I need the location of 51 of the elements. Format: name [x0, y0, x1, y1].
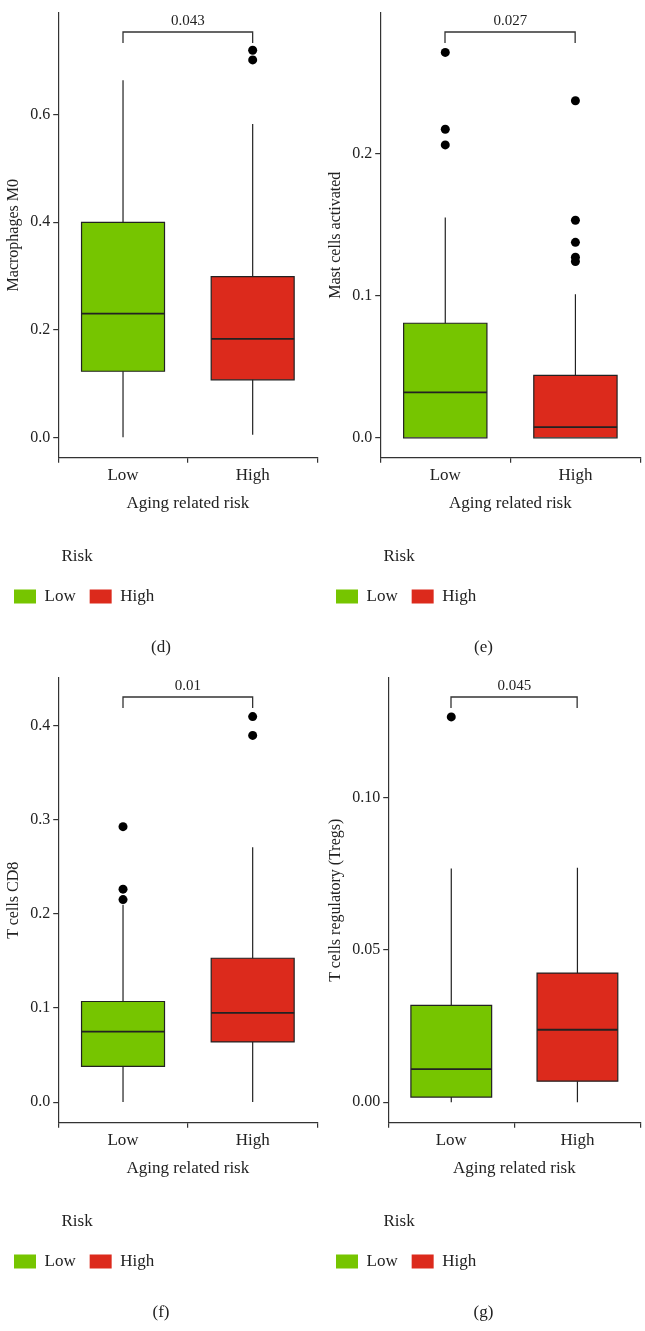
- annotation: 0.043: [170, 11, 205, 29]
- x-axis-title: Aging related risk: [126, 1157, 250, 1177]
- x-tick-label: Low: [107, 465, 140, 485]
- y-axis-title: Mast cells activated: [325, 171, 343, 299]
- x-tick-label: High: [558, 465, 593, 485]
- annotation: 0.045: [497, 676, 532, 694]
- y-tick-label: 0.4: [30, 716, 51, 734]
- y-tick-label: 0.6: [30, 104, 51, 122]
- legend-title: Risk: [61, 545, 94, 565]
- y-tick-label: 0.00: [352, 1092, 381, 1110]
- x-tick-label: Low: [429, 465, 462, 485]
- legend-label: High: [442, 585, 477, 605]
- x-tick-label: Low: [107, 1130, 140, 1150]
- annotation: 0.01: [174, 676, 201, 694]
- y-tick-label: 0.1: [30, 998, 51, 1016]
- text: (g): [472, 1302, 495, 1322]
- legend-label: Low: [44, 585, 77, 605]
- legend-title: Risk: [61, 1210, 94, 1230]
- x-axis-title: Aging related risk: [452, 1157, 577, 1177]
- text: (f): [151, 1302, 171, 1322]
- legend-label: Low: [44, 1250, 77, 1270]
- y-tick-label: 0.0: [30, 427, 51, 445]
- y-axis-title: Macrophages M0: [3, 178, 22, 292]
- y-axis-title: T cells CD8: [3, 861, 21, 939]
- legend-label: High: [442, 1250, 477, 1270]
- legend-label: Low: [366, 585, 399, 605]
- x-tick-label: Low: [435, 1130, 468, 1150]
- y-tick-label: 0.2: [30, 320, 51, 338]
- x-tick-label: High: [235, 465, 271, 485]
- legend-label: High: [120, 585, 155, 605]
- text: (d): [150, 637, 172, 657]
- legend-title: Risk: [383, 545, 416, 565]
- y-tick-label: 0.10: [352, 787, 381, 805]
- y-tick-label: 0.2: [352, 143, 373, 161]
- x-axis-title: Aging related risk: [448, 492, 573, 512]
- legend-label: Low: [366, 1250, 399, 1270]
- y-tick-label: 0.3: [30, 810, 51, 828]
- annotation: 0.027: [493, 11, 528, 29]
- legend-title: Risk: [383, 1210, 416, 1230]
- y-tick-label: 0.4: [30, 212, 51, 230]
- legend-label: High: [120, 1250, 155, 1270]
- x-tick-label: High: [235, 1130, 271, 1150]
- y-tick-label: 0.2: [30, 904, 51, 922]
- y-axis-title: T cells regulatory (Tregs): [325, 818, 344, 982]
- y-tick-label: 0.0: [352, 428, 373, 446]
- y-tick-label: 0.0: [30, 1092, 51, 1110]
- text: (e): [473, 637, 494, 657]
- y-tick-label: 0.1: [352, 285, 373, 303]
- y-tick-label: 0.05: [352, 940, 381, 958]
- x-tick-label: High: [560, 1130, 595, 1150]
- x-axis-title: Aging related risk: [126, 492, 250, 512]
